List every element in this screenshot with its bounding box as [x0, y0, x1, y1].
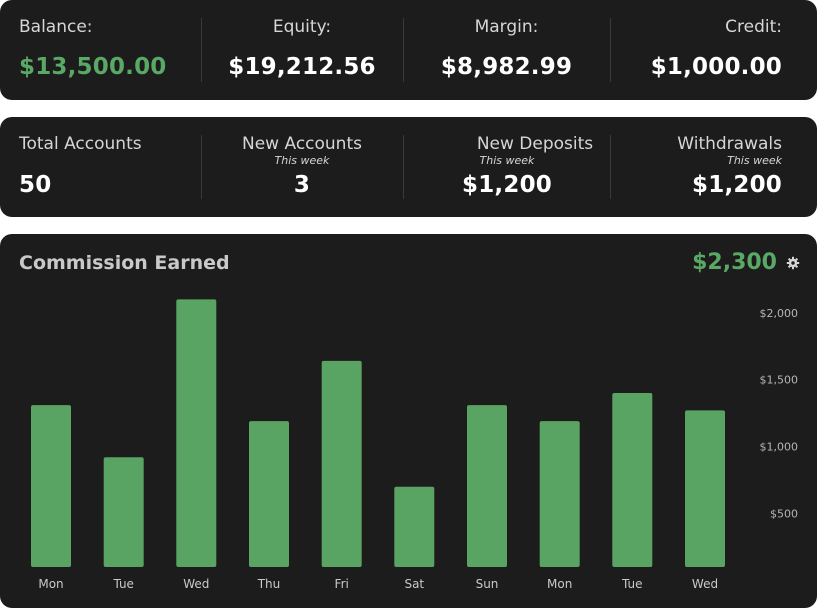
chart-title: Commission Earned [19, 252, 230, 274]
withdrawals-period: This week [727, 154, 782, 167]
withdrawals-label: Withdrawals [677, 134, 782, 154]
credit-label: Credit: [725, 17, 782, 37]
margin-label: Margin: [474, 17, 539, 37]
total-accounts-label: Total Accounts [19, 134, 142, 154]
bar-mon-7 [539, 421, 580, 567]
commission-chart-panel: Commission Earned $2,300 Mon Tue Wed Thu Fri… [0, 234, 817, 608]
equity-stat: Equity: $19,212.56 [202, 0, 402, 100]
bar-wed-2 [176, 299, 217, 567]
divider [201, 135, 202, 199]
commission-total: $2,300 [692, 250, 777, 275]
accounts-panel: Total Accounts 50 New Accounts This week… [0, 117, 817, 217]
bar-tue-8 [612, 393, 653, 567]
y-tick-label: $500 [770, 508, 798, 521]
x-tick-label: Wed [183, 577, 209, 591]
commission-bar-chart: Mon Tue Wed Thu Fri Sat Sun Mon Tue Wed $500 $1,000… [31, 299, 799, 591]
balance-value: $13,500.00 [19, 54, 167, 80]
divider [403, 18, 404, 82]
new-accounts-value: 3 [293, 172, 311, 198]
new-deposits-stat: New Deposits This week $1,200 [404, 117, 609, 217]
bar-sat-5 [394, 486, 435, 567]
credit-value: $1,000.00 [650, 54, 782, 80]
divider [610, 135, 611, 199]
x-tick-label: Fri [335, 577, 349, 591]
x-tick-label: Mon [38, 577, 63, 591]
divider [403, 135, 404, 199]
x-tick-label: Thu [257, 577, 281, 591]
new-deposits-label: New Deposits [476, 134, 594, 154]
withdrawals-value: $1,200 [692, 172, 782, 198]
bar-thu-3 [249, 421, 289, 567]
bar-wed-9 [685, 410, 725, 567]
x-tick-label: Wed [692, 577, 718, 591]
margin-stat: Margin: $8,982.99 [404, 0, 609, 100]
new-accounts-label: New Accounts [242, 134, 362, 154]
bar-sun-6 [467, 405, 507, 567]
x-tick-label: Sat [404, 577, 424, 591]
balance-panel: Balance: $13,500.00 Equity: $19,212.56 M… [0, 0, 817, 100]
balance-stat: Balance: $13,500.00 [0, 0, 200, 100]
withdrawals-stat: Withdrawals This week $1,200 [611, 117, 817, 217]
total-accounts-value: 50 [19, 172, 52, 198]
bar-mon-0 [31, 405, 71, 567]
x-tick-label: Tue [621, 577, 643, 591]
x-tick-label: Tue [112, 577, 134, 591]
bar-tue-1 [103, 457, 144, 567]
y-tick-label: $1,000 [760, 441, 799, 454]
equity-value: $19,212.56 [228, 54, 376, 80]
x-tick-label: Mon [547, 577, 572, 591]
x-tick-label: Sun [476, 577, 499, 591]
new-deposits-value: $1,200 [462, 172, 552, 198]
gear-icon[interactable] [786, 256, 800, 270]
new-accounts-period: This week [274, 154, 330, 167]
y-tick-label: $1,500 [760, 374, 799, 387]
credit-stat: Credit: $1,000.00 [611, 0, 817, 100]
bar-fri-4 [321, 360, 362, 567]
new-deposits-period: This week [479, 154, 535, 167]
margin-value: $8,982.99 [440, 54, 573, 80]
total-accounts-stat: Total Accounts 50 [0, 117, 200, 217]
new-accounts-stat: New Accounts This week 3 [202, 117, 402, 217]
balance-label: Balance: [19, 17, 93, 37]
divider [610, 18, 611, 82]
divider [201, 18, 202, 82]
y-tick-label: $2,000 [760, 307, 799, 320]
equity-label: Equity: [272, 17, 332, 37]
